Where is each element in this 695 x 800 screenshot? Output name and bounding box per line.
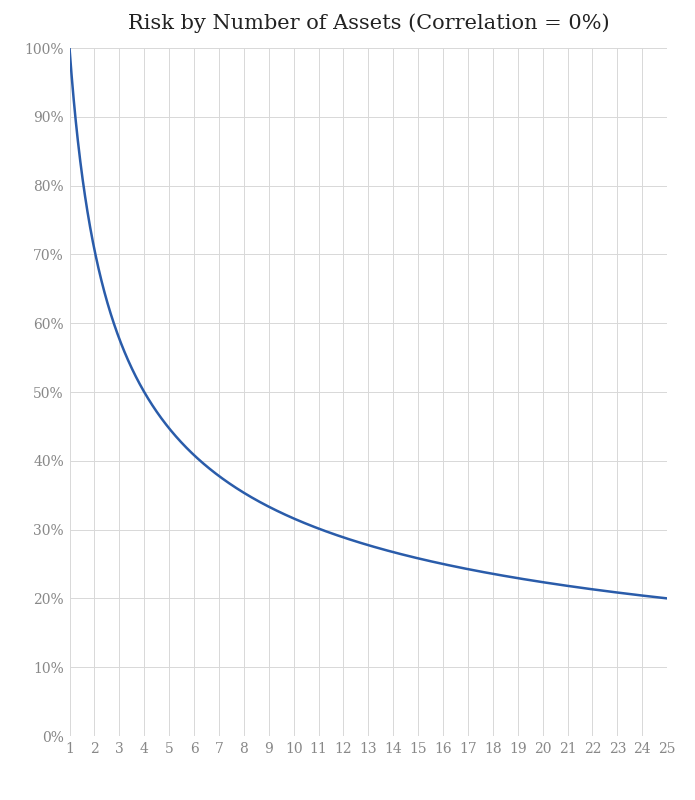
Title: Risk by Number of Assets (Correlation = 0%): Risk by Number of Assets (Correlation = … (128, 13, 609, 33)
